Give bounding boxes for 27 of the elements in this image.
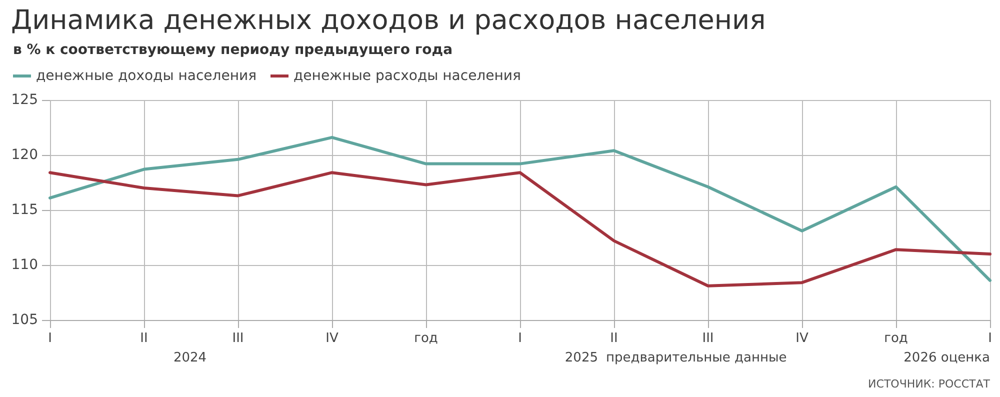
x-tick-label: IV xyxy=(326,331,338,346)
text: 2024 xyxy=(173,350,207,366)
x-tick-label: III xyxy=(232,331,244,346)
line-series xyxy=(48,171,992,288)
chart-title: Динамика денежных доходов и расходов населения xyxy=(11,5,766,36)
text: 2026 оценка xyxy=(904,350,990,366)
x-tick-label: год xyxy=(884,331,908,346)
line-series xyxy=(48,136,992,282)
legend-label: денежные доходы населения xyxy=(36,68,256,84)
y-tick-label: 125 xyxy=(11,92,38,108)
x-tick-label: IV xyxy=(796,331,808,346)
x-tick-label: I xyxy=(988,331,992,346)
text: предварительные данные xyxy=(606,350,787,366)
x-tick-label: II xyxy=(610,331,618,346)
y-tick-label: 105 xyxy=(11,312,38,328)
text: 2025 xyxy=(564,350,598,366)
x-tick-label: год xyxy=(414,331,438,346)
x-tick-label: I xyxy=(48,331,52,346)
legend-label: денежные расходы населения xyxy=(294,68,521,84)
text: ИСТОЧНИК: РОССТАТ xyxy=(868,378,990,390)
y-tick-label: 110 xyxy=(11,257,38,273)
x-tick-label: I xyxy=(518,331,522,346)
y-tick-label: 120 xyxy=(11,147,38,163)
x-tick-label: II xyxy=(140,331,148,346)
y-tick-label: 115 xyxy=(11,202,38,218)
x-tick-label: III xyxy=(702,331,714,346)
chart-subtitle: в % к соответствующему периоду предыдущего года xyxy=(13,42,453,58)
